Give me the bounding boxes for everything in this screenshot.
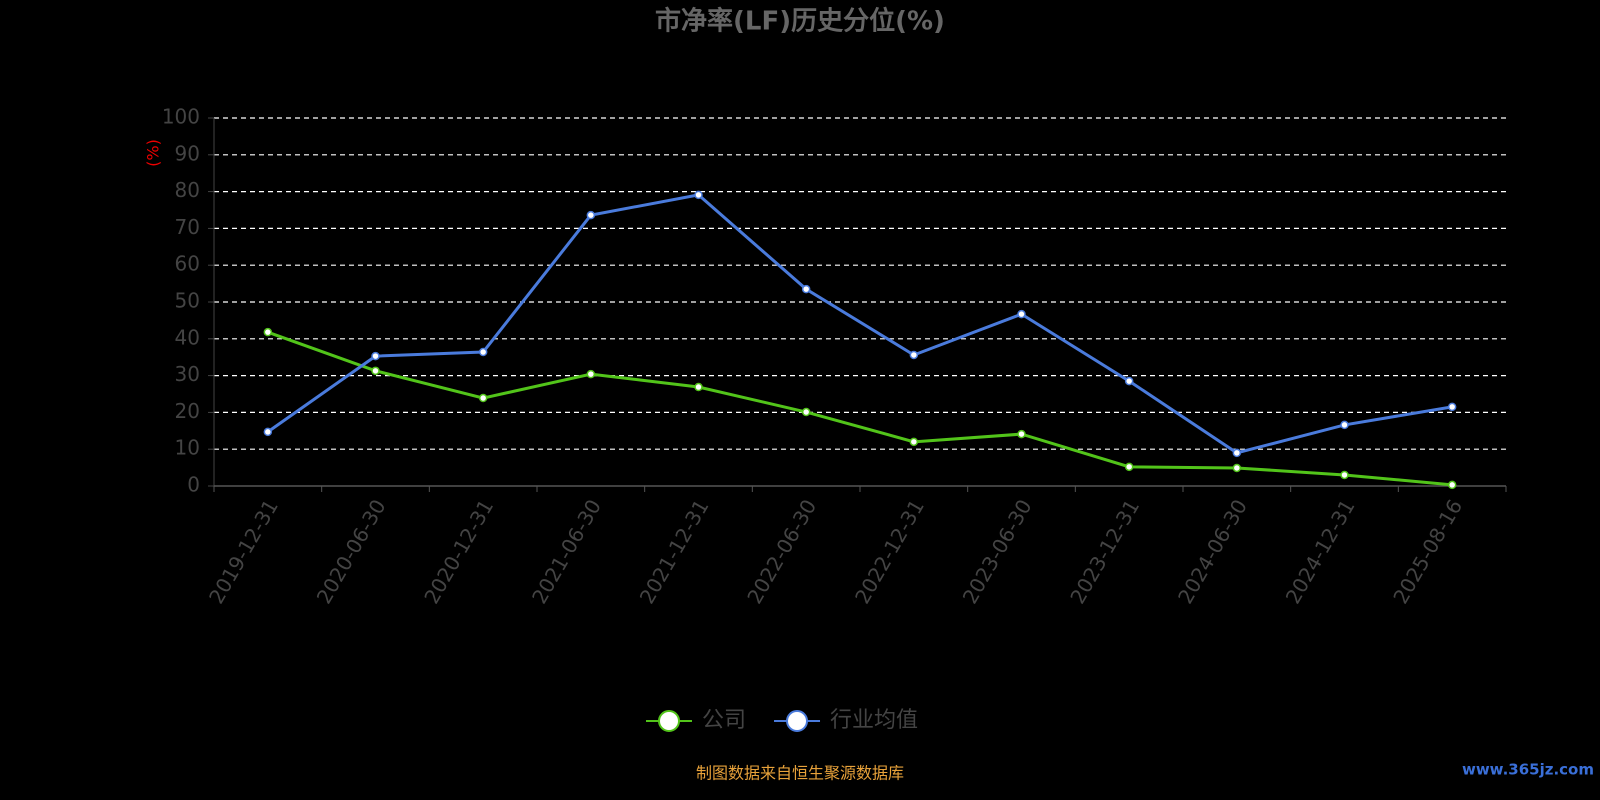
data-point (586, 369, 596, 379)
x-tick-label: 2020-12-31 (419, 495, 498, 608)
data-point (1340, 470, 1349, 480)
y-axis-label: (%) (144, 139, 163, 167)
data-point (1232, 448, 1242, 458)
data-point (371, 366, 380, 376)
x-tick-label: 2024-06-30 (1173, 495, 1252, 608)
x-tick-label: 2025-08-16 (1388, 495, 1467, 608)
x-tick-label: 2023-06-30 (958, 495, 1037, 608)
y-tick-label: 70 (175, 215, 200, 239)
data-point (1124, 462, 1134, 472)
y-tick-label: 80 (175, 178, 200, 202)
legend-symbol (786, 710, 809, 732)
y-tick-label: 20 (175, 399, 200, 423)
y-tick-label: 60 (175, 252, 200, 276)
data-point (909, 350, 919, 360)
x-tick-label: 2021-12-31 (635, 495, 714, 608)
y-tick-label: 30 (175, 362, 200, 386)
data-point (478, 347, 488, 357)
legend-label: 行业均值 (830, 708, 918, 733)
x-tick-label: 2020-06-30 (312, 495, 391, 608)
y-tick-label: 50 (175, 289, 200, 313)
source-note: 制图数据来自恒生聚源数据库 (696, 764, 904, 783)
chart-title: 市净率(LF)历史分位(%) (655, 6, 945, 37)
data-point (1232, 463, 1242, 473)
x-tick-label: 2023-12-31 (1065, 495, 1144, 608)
y-tick-label: 10 (175, 436, 200, 460)
data-point (1447, 480, 1457, 490)
y-tick-label: 0 (187, 473, 200, 497)
data-point (1340, 420, 1349, 430)
watermark: www.365jz.com (1462, 761, 1594, 779)
x-tick-label: 2019-12-31 (204, 495, 283, 608)
data-point (801, 284, 811, 294)
data-point (478, 393, 488, 403)
y-tick-label: 100 (162, 105, 200, 129)
data-point (1447, 402, 1457, 412)
legend-label: 公司 (702, 708, 746, 733)
data-point (371, 351, 380, 361)
data-point (1017, 429, 1026, 439)
data-point (801, 407, 811, 417)
data-point (586, 210, 596, 220)
data-point (909, 437, 919, 447)
data-point (263, 427, 273, 437)
x-tick-label: 2024-12-31 (1281, 495, 1360, 608)
data-point (694, 190, 703, 200)
y-tick-label: 90 (175, 141, 200, 165)
legend-symbol (658, 710, 680, 732)
data-point (1124, 376, 1134, 386)
data-point (1017, 309, 1026, 319)
series-line (267, 330, 1453, 487)
y-tick-label: 40 (175, 325, 200, 349)
x-tick-label: 2022-06-30 (742, 495, 821, 608)
data-point (263, 327, 273, 337)
x-tick-label: 2022-12-31 (850, 495, 929, 608)
series-line (266, 193, 1453, 455)
data-point (694, 382, 703, 392)
x-tick-label: 2021-06-30 (527, 495, 606, 608)
